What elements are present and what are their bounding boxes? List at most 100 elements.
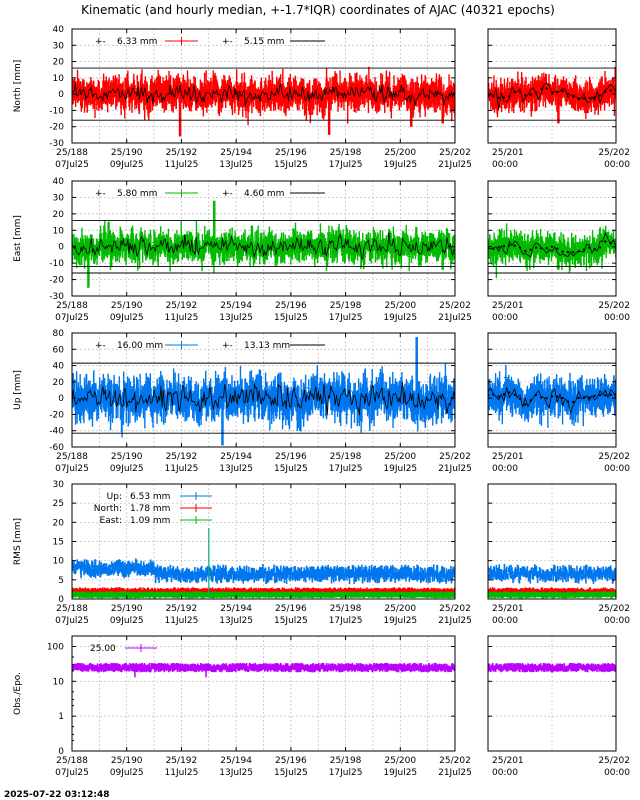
panel-north: North [mm]25/18807Jul2525/19009Jul2525/1…: [13, 25, 630, 170]
xtick-label: 17Jul25: [329, 464, 363, 474]
xtick-label: 19Jul25: [383, 313, 417, 323]
xtick-label: 25/188: [56, 452, 88, 462]
axes-north-main: 25/188 07Jul25 25/190 09Jul25 25/192 11Jul25 2…: [49, 25, 472, 170]
ytick-label: 20: [53, 210, 65, 220]
median-line-east: [72, 232, 455, 260]
median-point-east: [604, 240, 607, 243]
ytick-label: 10: [53, 226, 65, 236]
median-point-east: [577, 250, 580, 253]
xtick-label: 25/194: [220, 301, 252, 311]
xtick-label: 25/198: [330, 148, 362, 158]
ytick-label: -20: [49, 123, 64, 133]
legend-prefix: +-: [222, 37, 233, 47]
xtick-label: 09Jul25: [110, 313, 144, 323]
xtick-label: 25/200: [384, 301, 416, 311]
median-point-north: [572, 95, 575, 98]
median-point-east: [566, 250, 570, 254]
xtick-label: 25/200: [384, 148, 416, 158]
xtick-label: 25/188: [56, 301, 88, 311]
ylabel-north: North [mm]: [13, 60, 23, 113]
median-point-north: [540, 87, 543, 91]
xtick-label: 25/200: [384, 452, 416, 462]
median-point-north: [534, 91, 538, 94]
legend-label: 6.33 mm: [117, 37, 157, 47]
median-point-east: [609, 241, 612, 245]
xtick-label: 25/192: [166, 148, 198, 158]
axes-frame: [71, 180, 456, 297]
xtick-label: 25/192: [166, 301, 198, 311]
ytick-label: -40: [49, 427, 64, 437]
data-up-zoom: [488, 364, 616, 428]
xtick-label: 17Jul25: [329, 313, 363, 323]
xtick-label: 13Jul25: [219, 160, 253, 170]
ytick-label: 30: [53, 41, 65, 51]
ytick-label: -10: [49, 106, 64, 116]
xtick-label: 00:00: [604, 160, 630, 170]
xtick-label: 25/188: [56, 148, 88, 158]
median-point-north: [609, 89, 612, 92]
xtick-label: 07Jul25: [55, 464, 89, 474]
legend-label: 4.60 mm: [244, 189, 284, 199]
median-point-east: [572, 250, 575, 254]
median-point-east: [556, 247, 559, 250]
median-point-east: [550, 245, 554, 248]
ytick-label: -60: [49, 443, 64, 453]
ytick-label: 40: [53, 25, 65, 35]
median-point-east: [518, 246, 522, 249]
ytick-label: -20: [49, 410, 64, 420]
ytick-label: 0: [58, 243, 64, 253]
xtick-label: 25/201: [492, 148, 524, 158]
xtick-label: 11Jul25: [165, 160, 199, 170]
xtick-label: 25/190: [111, 148, 143, 158]
panel-up: Up [mm] 25/188 07Jul25 25/190 09Jul25 25/192 1…: [13, 329, 630, 474]
xtick-label: 11Jul25: [165, 313, 199, 323]
median-point-east: [582, 248, 586, 251]
ytick-label: -10: [49, 259, 64, 269]
xtick-label: 07Jul25: [55, 160, 89, 170]
xtick-label: 25/202: [439, 148, 471, 158]
xtick-label: 25/202: [439, 452, 471, 462]
median-point-north: [550, 91, 554, 94]
data-north-main: [72, 66, 455, 137]
xtick-label: 00:00: [492, 313, 518, 323]
median-point-east: [502, 244, 506, 248]
median-line-up: [72, 382, 455, 416]
xtick-label: 19Jul25: [383, 160, 417, 170]
panels-group: North [mm] 25/188 07Jul25 25/190 09Jul25 25/1…: [13, 25, 630, 778]
median-point-north: [561, 89, 564, 93]
axes-east-main: 25/188 07Jul25 25/190 09Jul25 25/192 11Jul25 2…: [49, 177, 472, 323]
chart-title: Kinematic (and hourly median, +-1.7*IQR)…: [81, 3, 555, 17]
axes-up-main: 25/188 07Jul25 25/190 09Jul25 25/192 11Jul25 2…: [49, 329, 472, 474]
xtick-label: 25/202: [439, 301, 471, 311]
median-point-east: [545, 246, 548, 250]
ytick-label: 60: [53, 345, 65, 355]
xtick-label: 15Jul25: [274, 160, 308, 170]
median-point-east: [540, 247, 543, 250]
ylabel-east: East [mm]: [13, 215, 23, 262]
xtick-label: 11Jul25: [165, 464, 199, 474]
xtick-label: 25/196: [275, 452, 307, 462]
legend-label: 5.80 mm: [117, 189, 157, 199]
ytick-label: 40: [53, 177, 65, 187]
median-point-east: [588, 246, 591, 249]
xtick-label: 15Jul25: [274, 464, 308, 474]
median-point-north: [529, 93, 532, 96]
median-point-north: [593, 96, 596, 99]
median-point-north: [508, 95, 511, 98]
ytick-label: 0: [58, 90, 64, 100]
xtick-label: 09Jul25: [110, 464, 144, 474]
xtick-label: 25/198: [330, 301, 362, 311]
legend-prefix: +-: [95, 37, 106, 47]
xtick-label: 25/194: [220, 452, 252, 462]
median-point-east: [534, 246, 538, 249]
median-point-east: [598, 246, 602, 249]
ytick-label: 40: [53, 362, 65, 372]
ytick-label: -30: [49, 292, 64, 302]
median-point-north: [604, 90, 607, 93]
median-point-east: [529, 248, 532, 251]
median-point-north: [577, 97, 580, 100]
xtick-label: 25/196: [275, 301, 307, 311]
ytick-label: 0: [58, 394, 64, 404]
